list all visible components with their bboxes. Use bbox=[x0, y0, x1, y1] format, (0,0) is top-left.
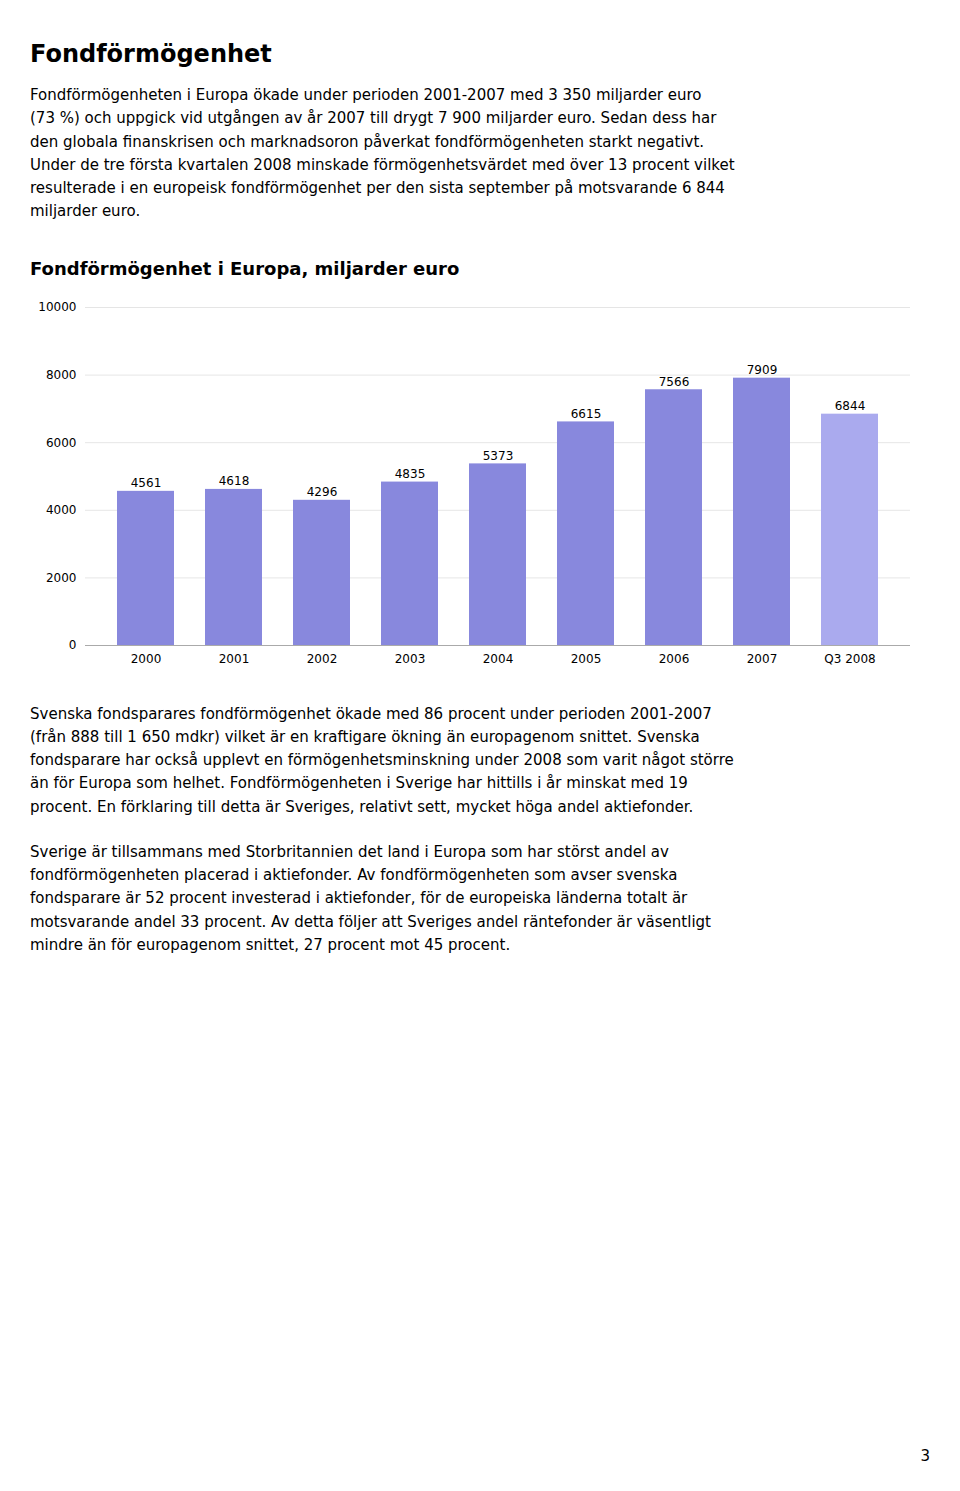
svg-text:4561: 4561 bbox=[131, 476, 162, 490]
svg-text:4618: 4618 bbox=[219, 474, 250, 488]
html-text:Fondförmögenheten i Europa öka: Fondförmögenheten i Europa ökade under p… bbox=[30, 86, 735, 221]
svg-text:2004: 2004 bbox=[483, 652, 514, 666]
svg-text:4296: 4296 bbox=[307, 485, 338, 499]
svg-text:2002: 2002 bbox=[307, 652, 338, 666]
svg-text:6844: 6844 bbox=[835, 399, 866, 413]
svg-text:2007: 2007 bbox=[747, 652, 778, 666]
html-text:Sverige är tillsammans med Sto: Sverige är tillsammans med Storbritannie… bbox=[30, 842, 711, 954]
svg-text:4835: 4835 bbox=[395, 466, 426, 480]
svg-text:8000: 8000 bbox=[46, 367, 77, 381]
svg-text:2000: 2000 bbox=[46, 570, 77, 584]
html-text:3: 3 bbox=[920, 1447, 930, 1465]
svg-text:5373: 5373 bbox=[483, 448, 514, 462]
svg-text:4000: 4000 bbox=[46, 503, 77, 517]
html-text:Fondförmögenhet i Europa, milj: Fondförmögenhet i Europa, miljarder euro bbox=[30, 257, 460, 279]
svg-text:7566: 7566 bbox=[659, 374, 690, 388]
html-text:Fondförmögenhet: Fondförmögenhet bbox=[30, 40, 272, 68]
svg-text:2003: 2003 bbox=[395, 652, 426, 666]
svg-text:2001: 2001 bbox=[219, 652, 250, 666]
svg-text:6000: 6000 bbox=[46, 435, 77, 449]
svg-text:6615: 6615 bbox=[571, 406, 602, 420]
svg-text:10000: 10000 bbox=[38, 300, 76, 314]
svg-text:Q3 2008: Q3 2008 bbox=[824, 652, 875, 666]
svg-text:2006: 2006 bbox=[659, 652, 690, 666]
svg-text:7909: 7909 bbox=[747, 363, 778, 377]
svg-text:2000: 2000 bbox=[131, 652, 162, 666]
svg-text:2005: 2005 bbox=[571, 652, 602, 666]
svg-text:0: 0 bbox=[69, 638, 77, 652]
html-text:Svenska fondsparares fondförmö: Svenska fondsparares fondförmögenhet öka… bbox=[30, 704, 734, 816]
